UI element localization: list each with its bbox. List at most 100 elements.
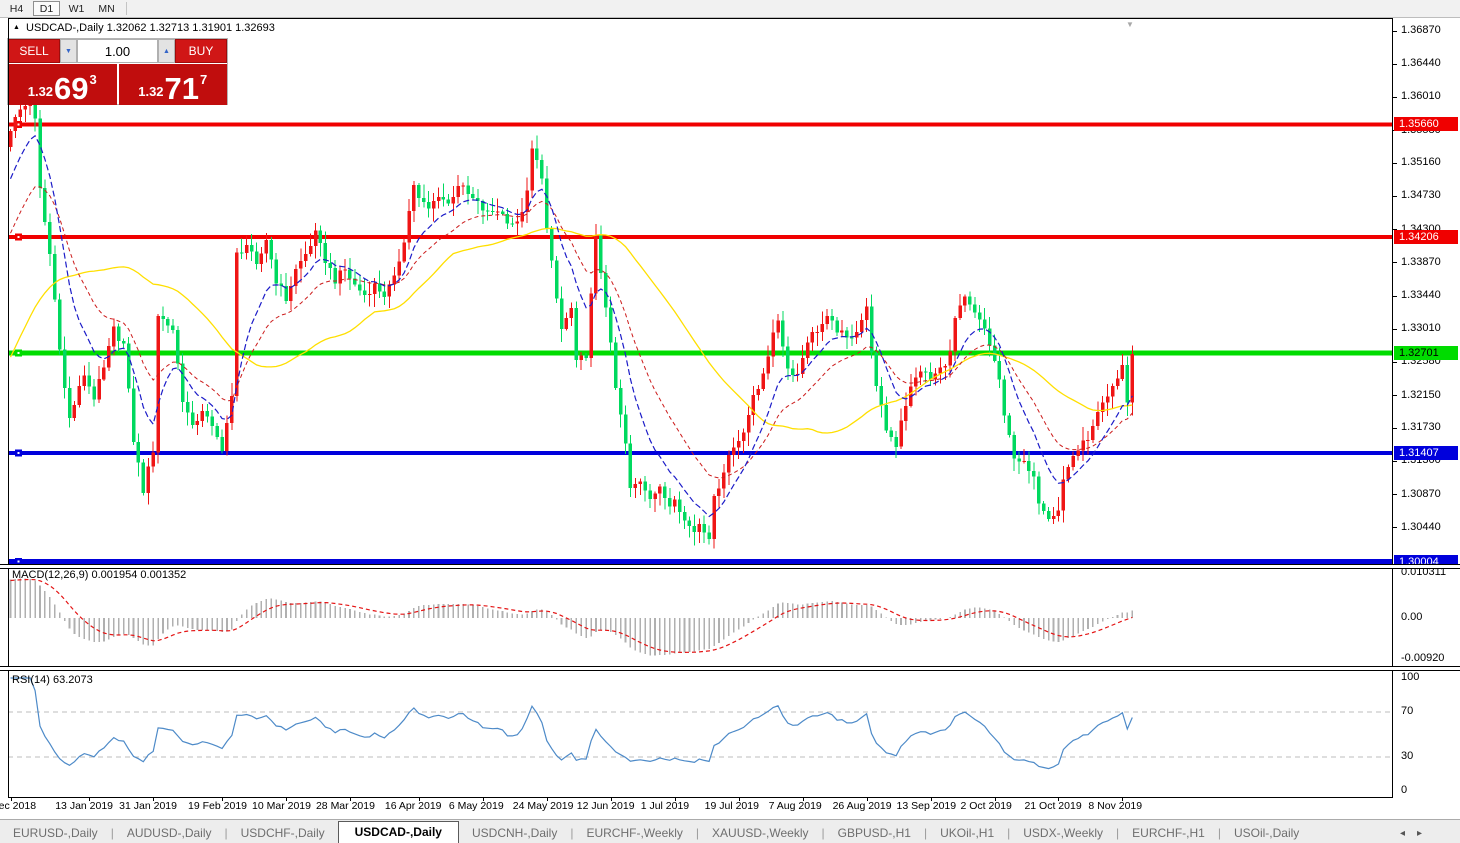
chart-shift-marker-icon[interactable]: ▼ xyxy=(1126,20,1134,29)
sell-price-pips: 69 xyxy=(54,70,89,106)
price-axis-label: 1.33010 xyxy=(1401,322,1441,335)
date-axis-label: 21 Oct 2019 xyxy=(1024,800,1082,812)
date-axis-tick xyxy=(930,797,932,801)
buy-price-point: 7 xyxy=(200,72,208,87)
buy-price-figure: 1.32 xyxy=(138,84,164,99)
tab-scroll-left-icon[interactable]: ◂ xyxy=(1399,828,1417,839)
tab-separator: | xyxy=(1116,826,1120,840)
chart-left-border xyxy=(8,19,9,797)
date-axis-tick xyxy=(349,797,351,801)
price-axis-label: 1.33870 xyxy=(1401,255,1441,268)
date-axis-tick xyxy=(994,797,996,801)
price-level-badge: 1.34206 xyxy=(1394,229,1458,244)
tab-scroll-right-icon[interactable]: ▸ xyxy=(1416,828,1434,839)
tab-separator: | xyxy=(224,826,228,840)
price-axis-tick xyxy=(1392,262,1397,264)
panel-collapse-icon[interactable]: ▲ xyxy=(13,24,20,31)
timeframe-button-mn[interactable]: MN xyxy=(93,1,120,16)
main-macd-splitter[interactable] xyxy=(0,564,1460,569)
date-axis-tick xyxy=(610,797,612,801)
tab-gbpusd-h1[interactable]: GBPUSD-,H1 xyxy=(837,826,911,840)
sell-button[interactable]: SELL xyxy=(8,39,60,63)
price-axis-label: 1.36870 xyxy=(1401,24,1441,36)
price-axis-tick xyxy=(1392,229,1397,231)
timeframe-button-d1[interactable]: D1 xyxy=(33,1,60,16)
date-axis-label: 16 Apr 2019 xyxy=(384,800,442,812)
chart-title-ohlc: USDCAD-,Daily 1.32062 1.32713 1.31901 1.… xyxy=(26,22,275,34)
tab-separator: | xyxy=(1007,826,1011,840)
date-axis-label: 12 Jun 2019 xyxy=(576,800,635,812)
price-axis-tick xyxy=(1392,527,1397,529)
macd-axis-label: 0.010311 xyxy=(1401,566,1447,578)
date-axis-tick xyxy=(866,797,868,801)
date-axis-label: 6 May 2019 xyxy=(448,800,504,812)
timeframe-button-h4[interactable]: H4 xyxy=(3,1,30,16)
price-level-badge: 1.35660 xyxy=(1394,117,1458,132)
date-axis-label: 1 Jul 2019 xyxy=(640,800,690,812)
chart-top-border xyxy=(8,18,1393,19)
timeframe-button-w1[interactable]: W1 xyxy=(63,1,90,16)
tab-usdcnh-daily[interactable]: USDCNH-,Daily xyxy=(471,826,558,840)
tab-scroll-arrows: ◂▸ xyxy=(1400,828,1434,843)
macd-rsi-splitter[interactable] xyxy=(0,666,1460,671)
price-axis-tick xyxy=(1392,328,1397,330)
date-axis-label: 24 May 2019 xyxy=(512,800,574,812)
price-axis-tick xyxy=(1392,395,1397,397)
rsi-axis-label: 0 xyxy=(1401,784,1408,796)
price-axis-label: 1.34730 xyxy=(1401,189,1441,202)
timeframe-buttons: H4 D1 W1 MN xyxy=(0,1,120,16)
tab-separator: | xyxy=(695,826,700,840)
price-axis-tick xyxy=(1392,63,1397,65)
tab-usoil-daily[interactable]: USOil-,Daily xyxy=(1233,826,1300,840)
date-axis-tick xyxy=(286,797,288,801)
tab-eurchf-h1[interactable]: EURCHF-,H1 xyxy=(1132,826,1205,840)
date-axis-tick xyxy=(802,797,804,801)
volume-input[interactable]: 1.00 xyxy=(77,39,158,63)
tab-eurusd-daily[interactable]: EURUSD-,Daily xyxy=(13,826,98,840)
tab-separator: | xyxy=(110,826,114,840)
date-axis-label: 25 Dec 2018 xyxy=(0,800,37,812)
price-level-badge: 1.32701 xyxy=(1394,346,1458,361)
price-axis-tick xyxy=(1392,96,1397,98)
sell-price-point: 3 xyxy=(89,72,97,87)
timeframe-toolbar: H4 D1 W1 MN xyxy=(0,0,1460,18)
date-axis-label: 13 Jan 2019 xyxy=(55,800,114,812)
rsi-axis-label: 70 xyxy=(1401,705,1414,717)
tab-usdchf-daily[interactable]: USDCHF-,Daily xyxy=(240,826,325,840)
rsi-indicator-label: RSI(14) 63.2073 xyxy=(12,674,93,686)
date-axis-tick xyxy=(674,797,676,801)
rsi-axis-label: 30 xyxy=(1401,750,1414,762)
date-axis-label: 7 Aug 2019 xyxy=(768,800,822,812)
tab-separator: | xyxy=(923,826,928,840)
tab-audusd-daily[interactable]: AUDUSD-,Daily xyxy=(126,826,212,840)
tab-ukoil-h1[interactable]: UKOil-,H1 xyxy=(940,826,995,840)
date-axis-label: 2 Oct 2019 xyxy=(960,800,1012,812)
volume-increase-button[interactable]: ▲ xyxy=(158,39,175,63)
date-axis-label: 19 Jul 2019 xyxy=(704,800,759,812)
volume-decrease-button[interactable]: ▼ xyxy=(60,39,77,63)
sell-price-figure: 1.32 xyxy=(27,84,54,99)
macd-indicator-label: MACD(12,26,9) 0.001954 0.001352 xyxy=(12,569,187,581)
date-axis-tick xyxy=(1058,797,1060,801)
price-axis-tick xyxy=(1392,361,1397,363)
price-axis-tick xyxy=(1392,427,1397,429)
date-axis-label: 31 Jan 2019 xyxy=(119,800,177,812)
date-axis-tick xyxy=(738,797,740,801)
date-axis-label: 10 Mar 2019 xyxy=(252,800,311,812)
date-axis-label: 28 Mar 2019 xyxy=(315,800,375,812)
tab-usdcad-daily[interactable]: USDCAD-,Daily xyxy=(337,821,459,843)
price-axis-label: 1.30440 xyxy=(1401,520,1441,533)
buy-price-display[interactable]: 1.32 71 7 xyxy=(118,64,227,105)
tab-usdx-weekly[interactable]: USDX-,Weekly xyxy=(1023,826,1104,840)
date-axis-tick xyxy=(418,797,420,801)
price-axis-label: 1.31730 xyxy=(1401,421,1441,434)
date-axis-tick xyxy=(482,797,484,801)
tab-separator: | xyxy=(1217,826,1221,840)
price-chart-svg[interactable] xyxy=(8,19,1392,797)
date-axis-label: 26 Aug 2019 xyxy=(832,800,892,812)
chart-bottom-border xyxy=(8,797,1393,798)
tab-xauusd-weekly[interactable]: XAUUSD-,Weekly xyxy=(712,826,809,840)
buy-button[interactable]: BUY xyxy=(175,39,227,63)
tab-eurchf-weekly[interactable]: EURCHF-,Weekly xyxy=(586,826,683,840)
sell-price-display[interactable]: 1.32 69 3 xyxy=(8,64,117,105)
